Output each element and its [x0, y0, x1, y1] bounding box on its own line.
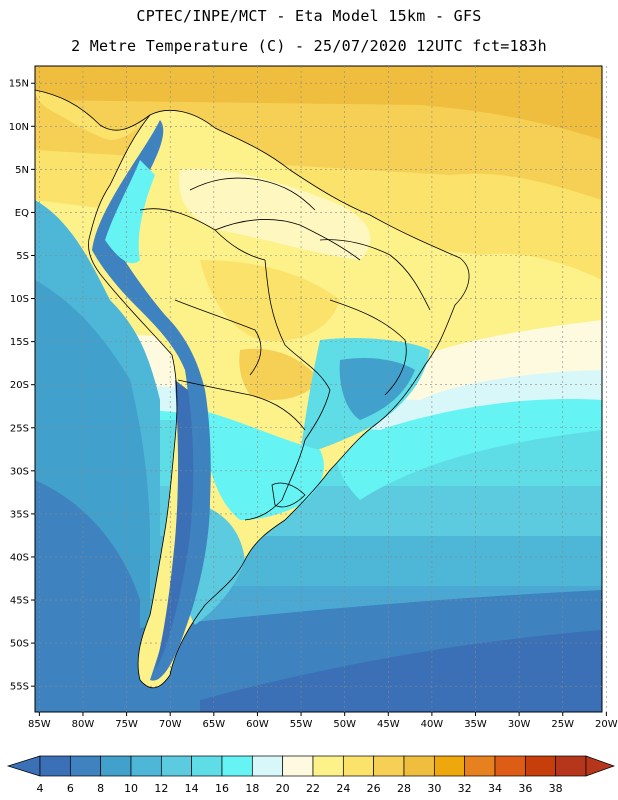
map-subtitle: 2 Metre Temperature (C) - 25/07/2020 12U…	[71, 37, 547, 55]
lon-label: 40W	[421, 719, 444, 730]
colorbar-swatch	[221, 755, 253, 777]
lat-label: 50S	[10, 639, 29, 650]
colorbar-swatch	[494, 755, 526, 777]
colorbar-swatch	[312, 755, 344, 777]
lon-label: 35W	[464, 719, 487, 730]
lon-label: 20W	[595, 719, 618, 730]
country-borders	[34, 89, 470, 689]
lon-label: 75W	[115, 719, 138, 730]
colorbar: 4 6 8 10 12 14 16 18 20 22 24 26 28 30 32 34 36 38	[6, 755, 616, 795]
map-frame	[34, 65, 603, 713]
lat-label: 5N	[15, 165, 29, 176]
colorbar-swatch	[69, 755, 102, 777]
colorbar-swatch	[403, 755, 435, 777]
colorbar-swatch	[191, 755, 223, 777]
lat-label: 10N	[9, 122, 29, 133]
central-america-landmass	[35, 90, 150, 140]
colorbar-swatch	[160, 755, 193, 777]
colorbar-swatch	[342, 755, 375, 777]
colorbar-label: 14	[185, 782, 199, 795]
colorbar-label: 12	[154, 782, 168, 795]
colorbar-swatch	[555, 755, 587, 777]
colorbar-swatch	[524, 755, 557, 777]
lon-label: 45W	[377, 719, 400, 730]
colorbar-label: 16	[215, 782, 229, 795]
lat-label: 15N	[9, 79, 29, 90]
colorbar-label: 8	[97, 782, 104, 795]
colorbar-max-arrow	[585, 755, 616, 777]
colorbar-swatch	[130, 755, 162, 777]
colorbar-label: 24	[336, 782, 350, 795]
lat-label: 40S	[10, 552, 29, 563]
lon-label: 30W	[508, 719, 531, 730]
colorbar-swatch	[251, 755, 284, 777]
colorbar-label: 22	[306, 782, 320, 795]
colorbar-swatch	[464, 755, 496, 777]
colorbar-swatch	[282, 755, 314, 777]
lon-label: 50W	[333, 719, 356, 730]
colorbar-label: 6	[67, 782, 74, 795]
colorbar-swatch	[433, 755, 466, 777]
colorbar-label: 28	[397, 782, 411, 795]
colorbar-label: 20	[276, 782, 290, 795]
latitude-labels: 15N 10N 5N EQ 5S 10S 15S 20S 25S 30S 35S 40S 45S 50S 5…	[9, 79, 35, 693]
longitude-labels: 85W 80W 75W 70W 65W 60W 55W 50W 45W 40W 35W 30W 25W 2…	[28, 712, 618, 730]
colorbar-swatch	[39, 755, 71, 777]
lon-label: 80W	[72, 719, 95, 730]
lat-label: 45S	[10, 596, 29, 607]
lat-label: 5S	[16, 251, 29, 262]
colorbar-label: 36	[518, 782, 532, 795]
lat-label: 15S	[10, 337, 29, 348]
lat-label: EQ	[15, 208, 29, 219]
lat-label: 35S	[10, 509, 29, 520]
colorbar-swatch	[373, 755, 405, 777]
colorbar-label: 26	[367, 782, 381, 795]
colorbar-label: 32	[458, 782, 472, 795]
lon-label: 65W	[203, 719, 226, 730]
colorbar-label: 10	[124, 782, 138, 795]
lon-label: 25W	[551, 719, 574, 730]
lat-label: 10S	[10, 294, 29, 305]
lon-label: 60W	[246, 719, 269, 730]
lat-label: 30S	[10, 466, 29, 477]
map-title: CPTEC/INPE/MCT - Eta Model 15km - GFS	[136, 7, 482, 25]
lat-label: 55S	[10, 682, 29, 693]
lat-label: 20S	[10, 380, 29, 391]
colorbar-label: 18	[245, 782, 259, 795]
lon-label: 85W	[28, 719, 51, 730]
lon-label: 70W	[159, 719, 182, 730]
colorbar-label: 4	[37, 782, 44, 795]
colorbar-label: 38	[549, 782, 563, 795]
colorbar-label: 30	[427, 782, 441, 795]
lat-label: 25S	[10, 423, 29, 434]
temperature-field	[35, 66, 602, 712]
lon-label: 55W	[290, 719, 313, 730]
colorbar-min-arrow	[6, 755, 41, 777]
colorbar-label: 34	[488, 782, 502, 795]
colorbar-swatch	[100, 755, 132, 777]
